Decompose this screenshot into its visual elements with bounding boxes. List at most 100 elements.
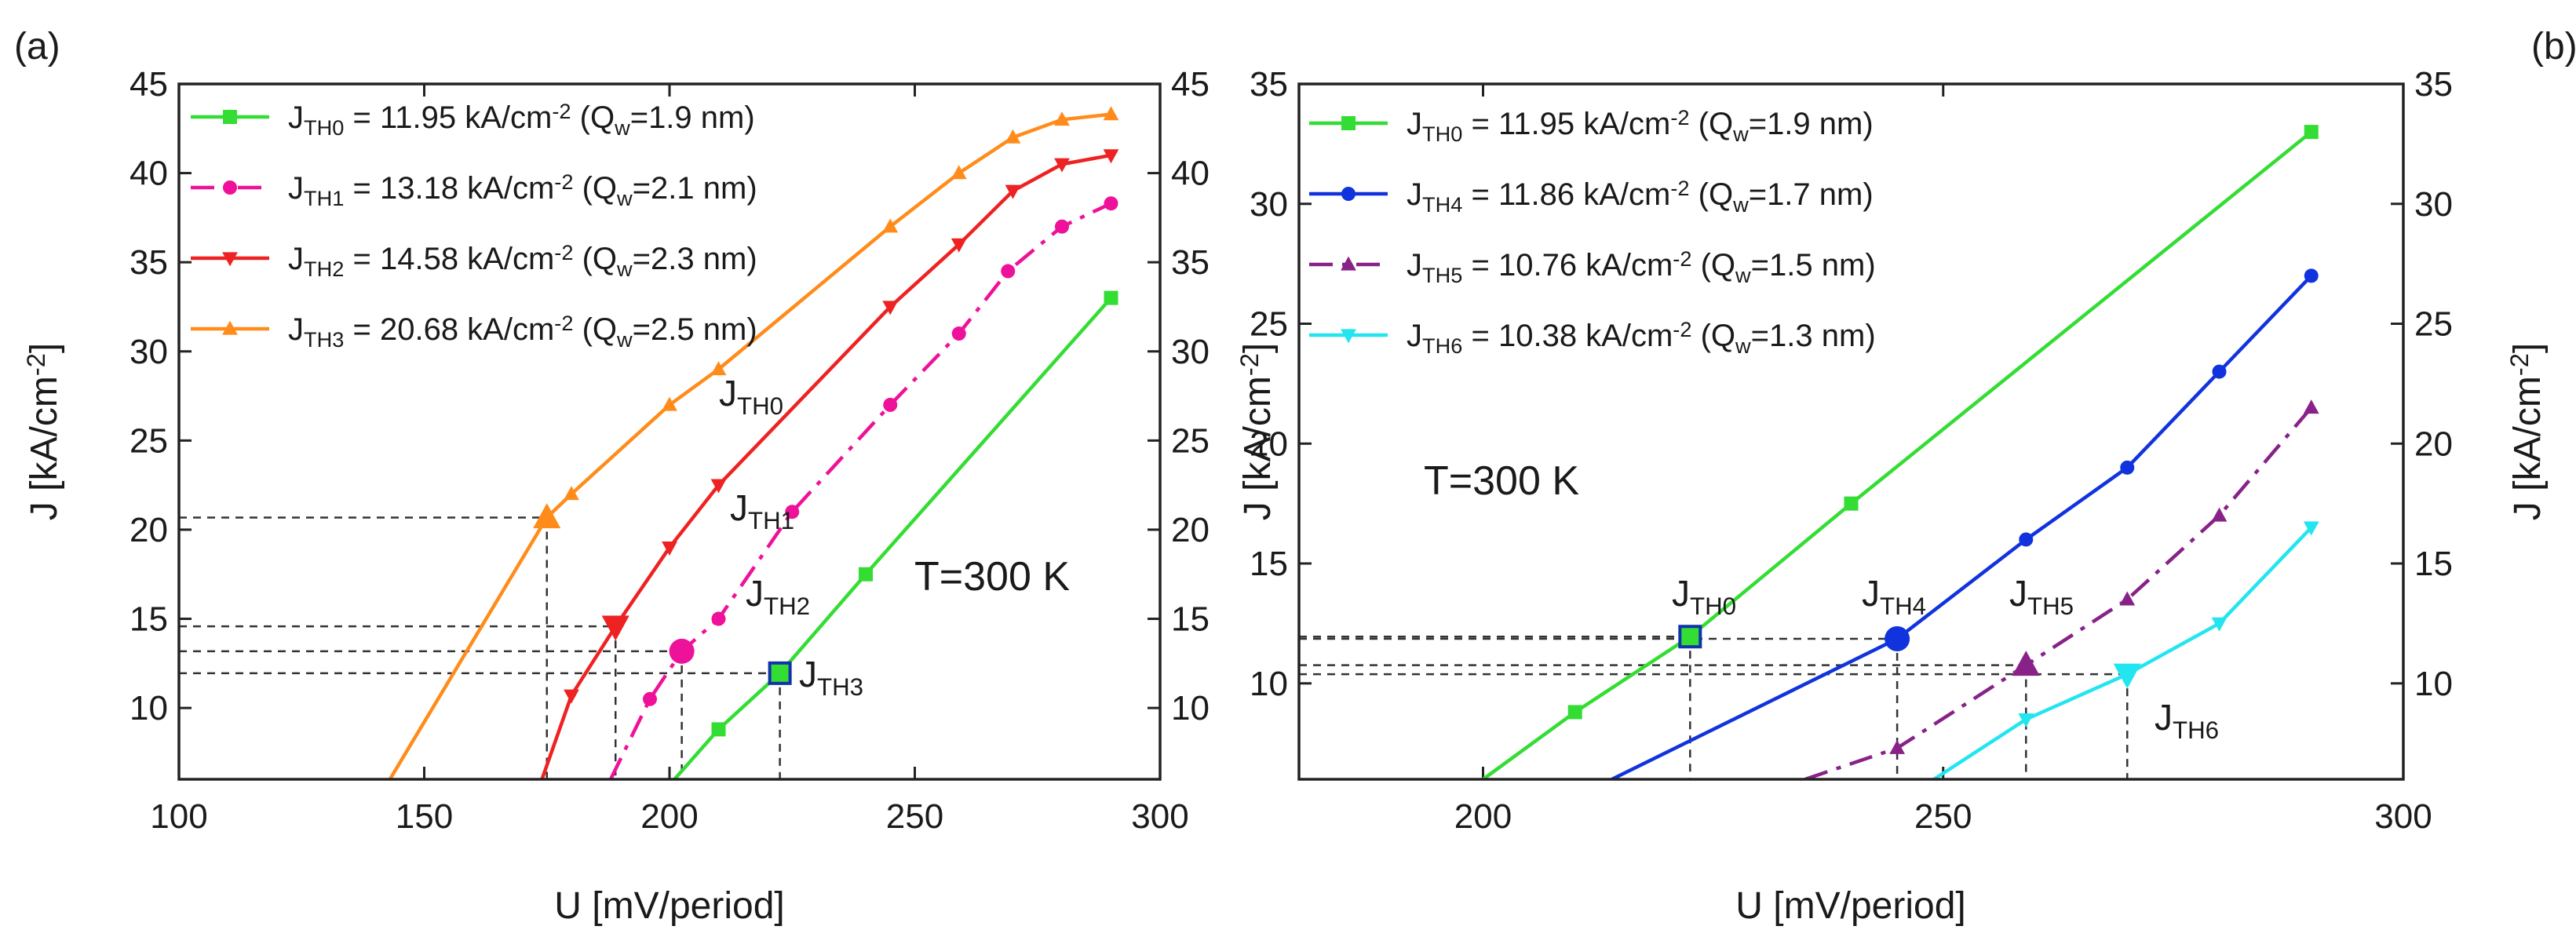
legend-marker	[223, 110, 237, 124]
series-line	[1611, 274, 2313, 779]
series-line	[608, 202, 1112, 779]
threshold-annotation: JTH0	[719, 373, 783, 420]
data-point	[711, 722, 726, 737]
x-tick-label: 300	[1131, 797, 1188, 836]
y-axis-label-right-text: J [kA/cm-2]	[2505, 343, 2549, 520]
x-tick-label: 250	[1914, 797, 1972, 836]
data-point	[1005, 129, 1021, 144]
y-tick-label-left: 15	[130, 600, 168, 639]
threshold-point	[1678, 625, 1702, 649]
data-point	[2119, 591, 2136, 606]
x-tick-label: 200	[1454, 797, 1512, 836]
y-tick-label-left: 30	[1250, 185, 1288, 224]
y-tick-label-right: 35	[1171, 243, 1210, 282]
data-point	[2212, 364, 2227, 379]
threshold-annotation: JTH0	[1672, 573, 1736, 620]
data-point	[711, 611, 726, 626]
threshold-annotation: JTH2	[746, 573, 810, 620]
legend-entry: JTH1 = 13.18 kA/cm-2 (Qw=2.1 nm)	[288, 170, 757, 211]
panel-b: 10 10 15 15 20 20 25 25 30 30 35 35 200 250 300 (b) T=30…	[1235, 26, 2576, 927]
plot-frame	[177, 82, 1162, 781]
data-point	[643, 691, 657, 706]
data-point	[2018, 713, 2034, 727]
data-point	[710, 479, 727, 494]
data-point	[883, 397, 898, 412]
series-jth4	[1611, 268, 2319, 779]
y-tick-label-right: 35	[2414, 65, 2453, 104]
data-point	[2019, 532, 2034, 547]
legend-marker	[1341, 187, 1356, 201]
data-point	[2120, 460, 2135, 475]
threshold-point	[768, 661, 792, 685]
y-tick-label-left: 10	[1250, 665, 1288, 703]
legend-marker	[222, 320, 238, 335]
x-tick-label: 200	[640, 797, 698, 836]
panel-label: (b)	[2531, 26, 2576, 67]
legend-marker	[222, 252, 238, 267]
series-line	[1804, 406, 2313, 779]
legend: JTH0 = 11.95 kA/cm-2 (Qw=1.9 nm) JTH1 = 1…	[191, 99, 757, 352]
y-tick-label-left: 45	[130, 65, 168, 104]
panel-label: (a)	[14, 26, 60, 67]
legend-entry: JTH3 = 20.68 kA/cm-2 (Qw=2.5 nm)	[288, 311, 757, 352]
data-point	[1055, 219, 1069, 234]
threshold-point	[2113, 663, 2141, 689]
data-point	[564, 486, 579, 501]
y-tick-label-left: 35	[1250, 65, 1288, 104]
data-point	[1001, 264, 1016, 279]
x-axis-label: U [mV/period]	[554, 885, 784, 927]
legend-entry: JTH0 = 11.95 kA/cm-2 (Qw=1.9 nm)	[1407, 105, 1874, 147]
data-point	[662, 541, 677, 556]
y-tick-label-right: 30	[2414, 185, 2453, 224]
y-tick-label-right: 15	[1171, 600, 1210, 639]
legend-entry: JTH5 = 10.76 kA/cm-2 (Qw=1.5 nm)	[1407, 246, 1876, 288]
y-tick-label-left: 35	[130, 243, 168, 282]
y-tick-label-left: 15	[1250, 545, 1288, 583]
y-axis-label-left-text: J [kA/cm-2]	[21, 343, 65, 520]
legend-entry: JTH2 = 14.58 kA/cm-2 (Qw=2.3 nm)	[288, 240, 757, 282]
data-point	[1054, 158, 1070, 173]
y-tick-label-right: 30	[1171, 333, 1210, 371]
data-point	[2211, 507, 2228, 522]
y-axis-label-left-text: J [kA/cm-2]	[1235, 343, 1279, 520]
y-tick-label-right: 15	[2414, 545, 2453, 583]
series-line	[540, 153, 1111, 779]
data-point	[882, 218, 899, 233]
data-point	[2303, 521, 2319, 536]
y-tick-label-right: 10	[1171, 689, 1210, 727]
legend-marker	[1341, 116, 1356, 130]
threshold-point	[533, 503, 561, 529]
y-tick-label-right: 40	[1171, 155, 1210, 193]
threshold-point	[2012, 651, 2040, 676]
y-tick-label-left: 20	[130, 511, 168, 549]
y-tick-label-right: 20	[2414, 425, 2453, 463]
y-tick-label-left: 10	[130, 689, 168, 727]
y-tick-label-right: 45	[1171, 65, 1210, 104]
x-tick-label: 300	[2374, 797, 2432, 836]
threshold-annotation: JTH4	[1862, 573, 1926, 620]
legend-entry: JTH0 = 11.95 kA/cm-2 (Qw=1.9 nm)	[288, 99, 755, 140]
data-point	[1844, 496, 1859, 511]
y-tick-label-left: 30	[130, 333, 168, 371]
x-axis-label: U [mV/period]	[1735, 885, 1965, 927]
x-tick-label: 250	[886, 797, 943, 836]
data-point	[2303, 399, 2319, 414]
data-point	[1005, 184, 1021, 199]
data-point	[1889, 739, 1906, 754]
temperature-label: T=300 K	[1424, 458, 1579, 504]
data-point	[2211, 617, 2228, 632]
data-point	[859, 567, 873, 582]
legend-marker	[1341, 329, 1356, 344]
data-point	[785, 505, 800, 520]
panel-a: 10 10 15 15 20 20 25 25 30 30 35 35 40 40 45 45 100 150 20…	[14, 26, 1210, 927]
data-point	[1567, 705, 1582, 720]
y-axis-label-right: J [kA/cm-2]	[2505, 343, 2549, 520]
y-tick-label-left: 25	[1250, 305, 1288, 344]
data-point	[564, 689, 579, 704]
threshold-annotation: JTH5	[2009, 573, 2074, 620]
data-point	[882, 301, 899, 315]
x-tick-label: 150	[396, 797, 453, 836]
threshold-annotation: JTH6	[2155, 697, 2219, 744]
